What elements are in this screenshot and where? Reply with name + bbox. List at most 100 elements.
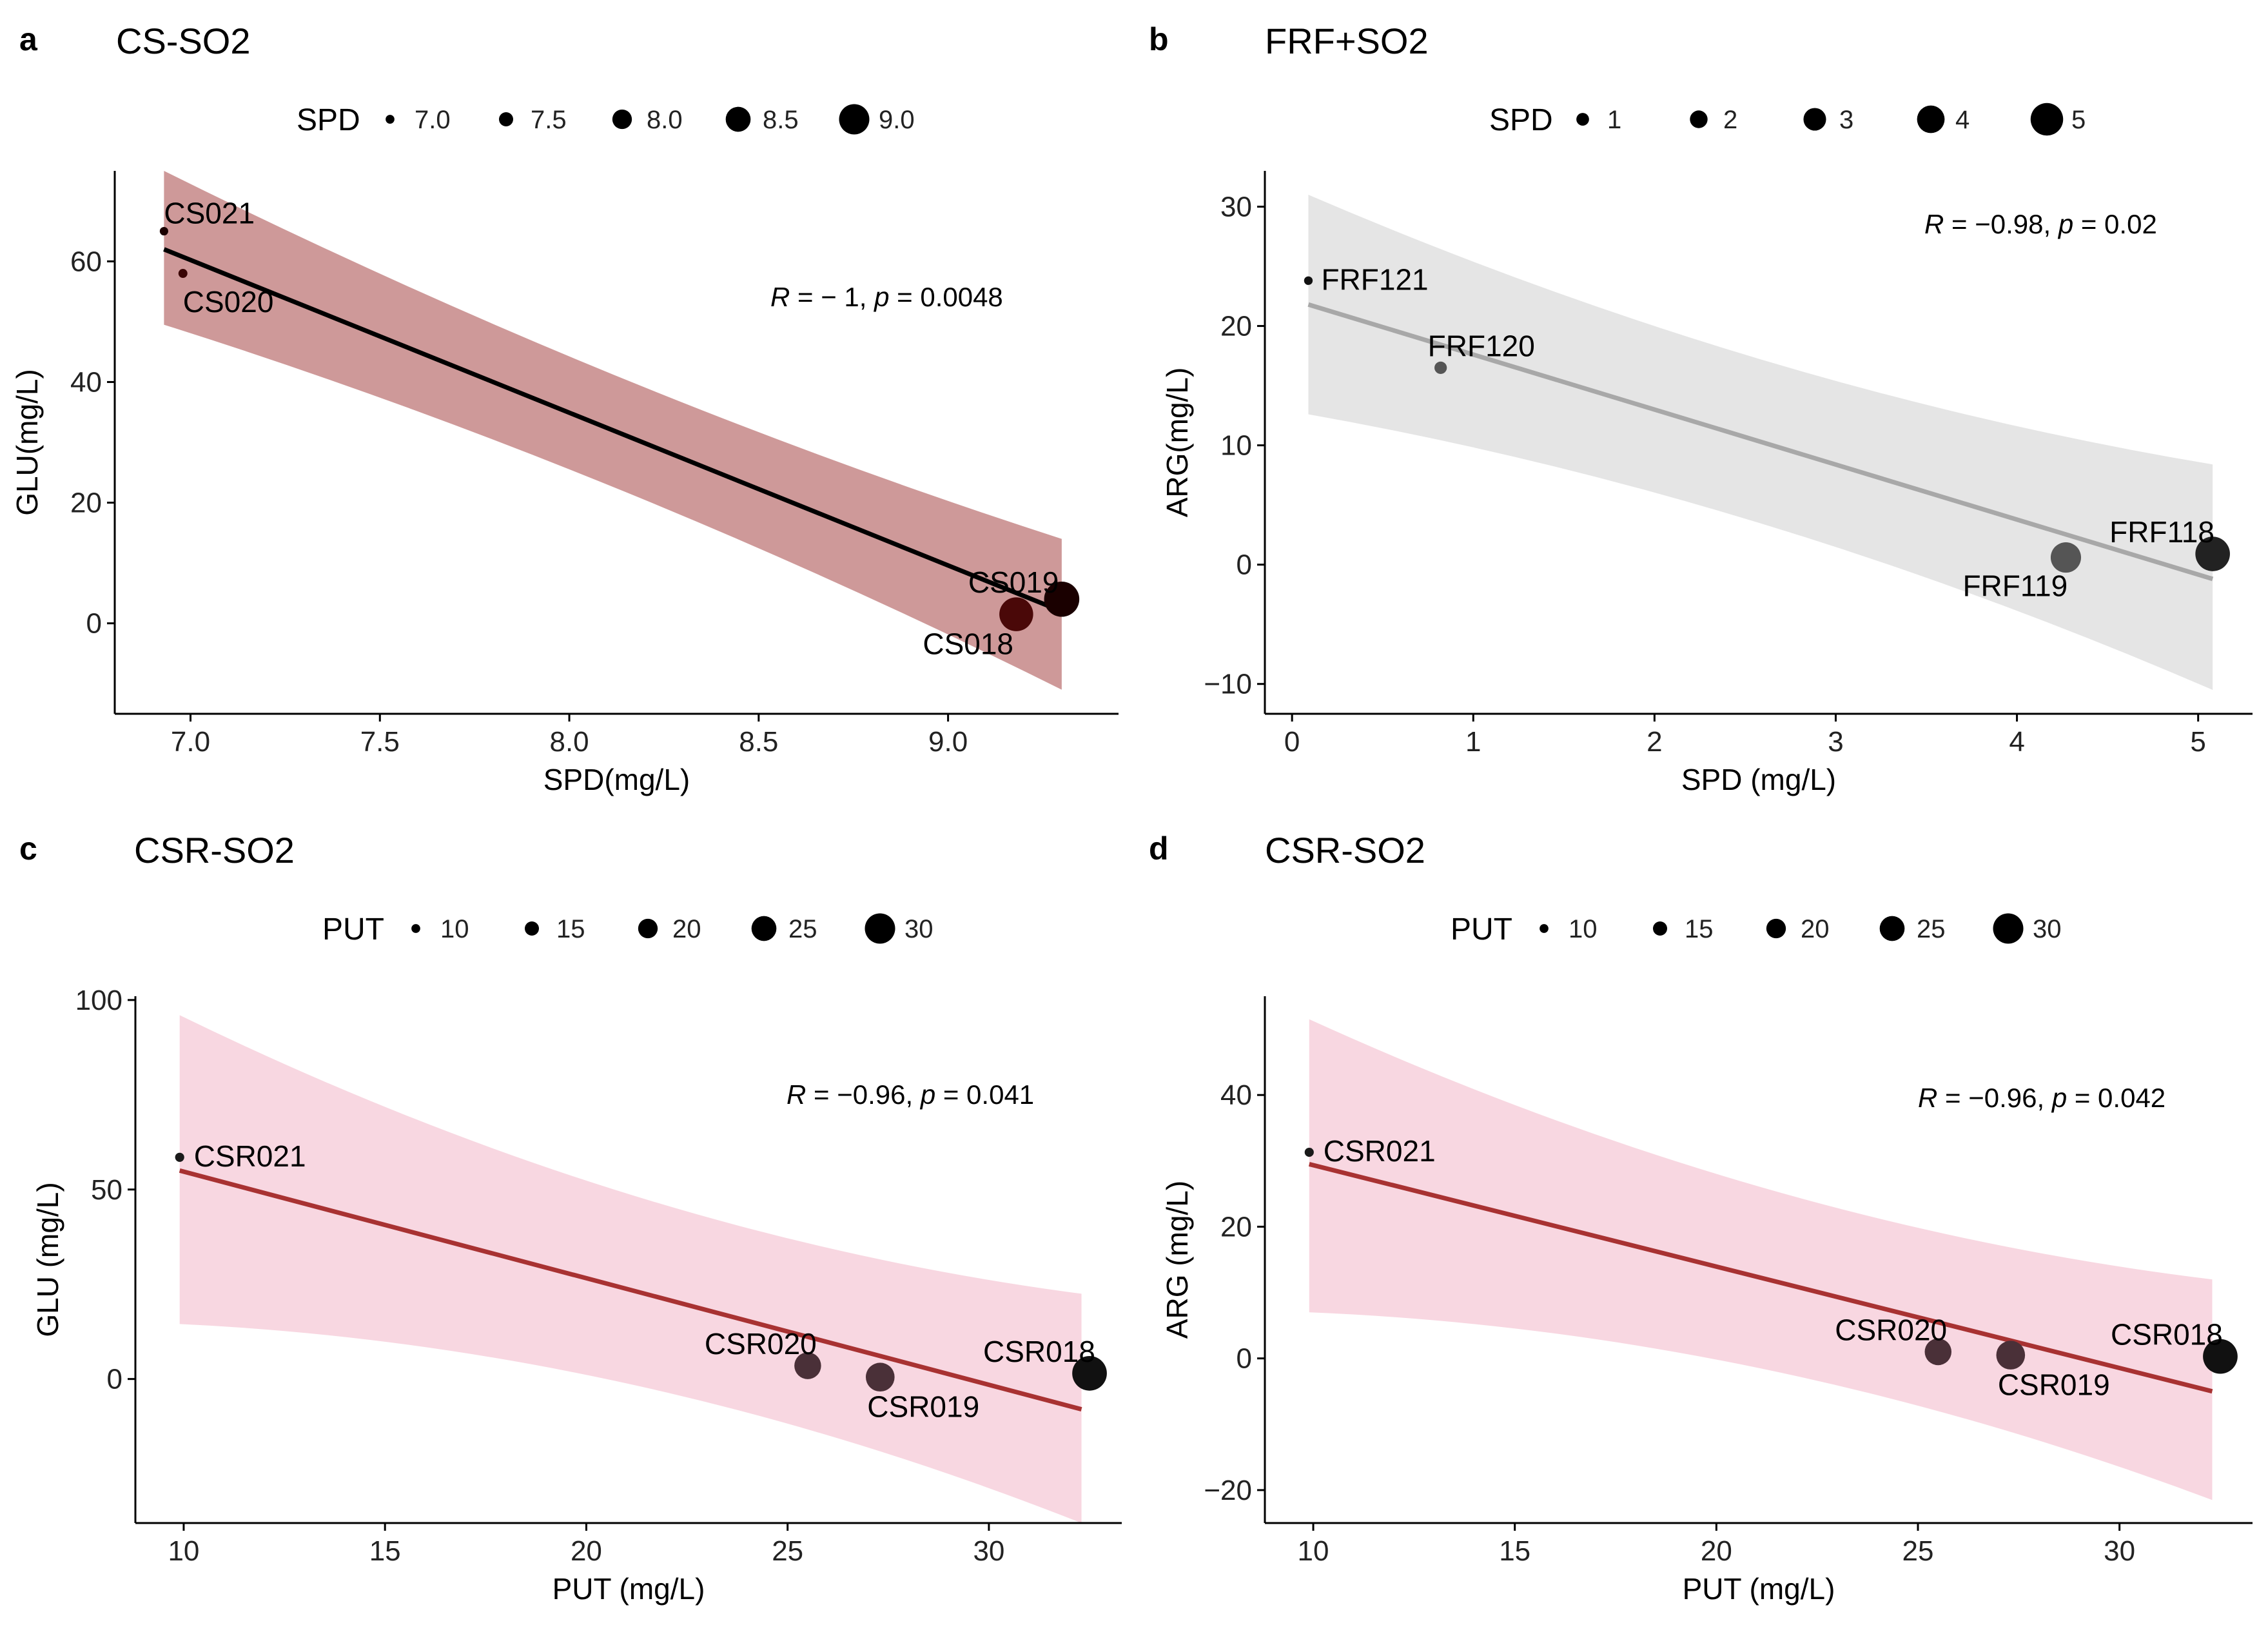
panel-letter: a — [19, 21, 38, 57]
size-legend-title: SPD — [1489, 103, 1553, 137]
size-legend-key — [1690, 110, 1708, 128]
x-tick-label: 25 — [1902, 1535, 1934, 1567]
stat-annotation: R = −0.98, p = 0.02 — [1924, 209, 2157, 239]
data-point — [1996, 1341, 2026, 1370]
point-label: FRF120 — [1428, 329, 1535, 362]
point-label: CSR021 — [1324, 1134, 1436, 1168]
stat-annotation: R = −0.96, p = 0.041 — [787, 1079, 1034, 1110]
y-axis-label: GLU (mg/L) — [31, 1182, 64, 1337]
y-tick-label: 20 — [70, 487, 102, 519]
size-legend-title: SPD — [297, 103, 360, 137]
size-legend-label: 9.0 — [879, 106, 915, 134]
x-tick-label: 7.0 — [171, 726, 210, 758]
stat-stat-R: R — [1918, 1083, 1937, 1113]
panel-c: c CSR-SO2 PUT 10 15 20 25 30 10 15 20 25 30 0 50 100 PUT… — [19, 830, 1122, 1606]
size-legend-key — [411, 924, 420, 933]
point-label: CSR019 — [867, 1390, 979, 1424]
size-legend-label: 20 — [672, 915, 701, 943]
point-label: CSR019 — [1998, 1368, 2110, 1402]
size-legend-label: 7.0 — [415, 106, 451, 134]
x-tick-label: 8.0 — [549, 726, 589, 758]
size-legend-label: 30 — [2033, 915, 2062, 943]
stat-stat-R: R — [1924, 209, 1944, 239]
stat-stat-p: p — [2051, 1083, 2067, 1113]
y-axis-label: ARG(mg/L) — [1160, 368, 1194, 518]
regression-line — [163, 247, 1063, 614]
size-legend: PUT 10 15 20 25 30 — [1451, 912, 2062, 947]
x-tick-label: 20 — [571, 1535, 602, 1567]
data-point — [1044, 581, 1080, 617]
x-tick-label: 10 — [1298, 1535, 1329, 1567]
stat-stat-p: p — [2057, 209, 2073, 239]
regression-line — [1308, 1162, 2213, 1394]
x-tick-label: 1 — [1465, 726, 1481, 758]
size-legend-label: 30 — [904, 915, 934, 943]
data-point — [1924, 1338, 1951, 1366]
stat-stat-R_val: = −0.96, — [1937, 1083, 2051, 1113]
stat-stat-R_val: = −0.98, — [1944, 209, 2058, 239]
y-tick-label: 20 — [1220, 1211, 1252, 1243]
x-tick-label: 4 — [2009, 726, 2024, 758]
stat-stat-p_val: = 0.02 — [2073, 209, 2157, 239]
point-label: CSR018 — [983, 1335, 1095, 1368]
panel-title: FRF+SO2 — [1265, 21, 1429, 61]
data-point — [1304, 276, 1313, 285]
size-legend-key — [499, 112, 513, 126]
y-tick-label: −10 — [1204, 669, 1252, 700]
point-label: CSR020 — [1835, 1313, 1947, 1346]
point-label: CSR021 — [194, 1139, 306, 1173]
point-label: CS020 — [183, 285, 274, 319]
size-legend-label: 15 — [1685, 915, 1714, 943]
x-tick-label: 15 — [369, 1535, 401, 1567]
x-tick-label: 7.5 — [360, 726, 400, 758]
y-tick-label: 10 — [1220, 430, 1252, 462]
size-legend-key — [1653, 921, 1667, 936]
x-tick-label: 25 — [772, 1535, 803, 1567]
size-legend-label: 15 — [556, 915, 585, 943]
size-legend-label: 3 — [1839, 106, 1853, 134]
x-axis-label: SPD (mg/L) — [1681, 763, 1836, 796]
size-legend-key — [1576, 113, 1589, 126]
x-tick-label: 30 — [973, 1535, 1004, 1567]
size-legend-label: 5 — [2071, 106, 2086, 134]
stat-stat-p_val: = 0.041 — [935, 1079, 1034, 1110]
x-tick-label: 10 — [168, 1535, 199, 1567]
data-point — [2050, 542, 2082, 573]
point-label: CS019 — [968, 565, 1059, 599]
stat-stat-R: R — [787, 1079, 806, 1110]
panel-title: CS-SO2 — [116, 21, 251, 61]
y-tick-label: 50 — [91, 1174, 122, 1206]
data-point — [178, 269, 188, 279]
data-point — [1434, 361, 1447, 374]
stat-stat-p: p — [873, 282, 889, 312]
data-point — [865, 1362, 895, 1392]
panel-title: CSR-SO2 — [134, 830, 295, 870]
point-label: FRF118 — [2109, 515, 2214, 549]
size-legend-key — [751, 916, 777, 941]
size-legend-key — [725, 106, 751, 132]
size-legend-label: 4 — [1955, 106, 1970, 134]
confidence-band — [179, 1015, 1082, 1523]
size-legend-key — [1993, 913, 2024, 944]
y-tick-label: 0 — [107, 1364, 122, 1395]
y-tick-label: 0 — [1237, 549, 1252, 581]
size-legend-key — [865, 913, 895, 944]
stat-stat-R_val: = −0.96, — [806, 1079, 920, 1110]
y-tick-label: 30 — [1220, 192, 1252, 223]
y-tick-label: 40 — [1220, 1079, 1252, 1111]
panel-a: a CS-SO2 SPD 7.0 7.5 8.0 8.5 9.0 7.0 7.5 8.0 8.5 9.0… — [10, 21, 1119, 796]
y-tick-label: 60 — [70, 246, 102, 277]
size-legend-key — [525, 921, 539, 936]
confidence-band — [1309, 1019, 2213, 1500]
stat-stat-R: R — [770, 282, 790, 312]
point-label: FRF121 — [1321, 262, 1428, 296]
size-legend-key — [638, 918, 658, 939]
point-label: CS018 — [923, 627, 1013, 661]
regression-line — [179, 1168, 1082, 1412]
stat-stat-p_val: = 0.0048 — [889, 282, 1002, 312]
x-tick-label: 3 — [1828, 726, 1843, 758]
x-tick-label: 5 — [2190, 726, 2205, 758]
size-legend: PUT 10 15 20 25 30 — [322, 912, 934, 947]
size-legend-key — [2030, 103, 2064, 136]
